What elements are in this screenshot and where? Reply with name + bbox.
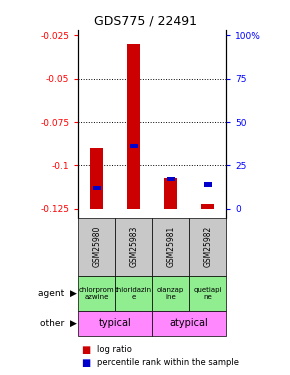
Text: GDS775 / 22491: GDS775 / 22491 bbox=[93, 15, 197, 28]
Text: ■: ■ bbox=[81, 358, 90, 368]
Bar bbox=[164, 178, 177, 209]
Text: GSM25980: GSM25980 bbox=[92, 226, 101, 267]
Bar bbox=[167, 177, 175, 182]
Text: atypical: atypical bbox=[170, 318, 209, 328]
Text: GSM25983: GSM25983 bbox=[129, 226, 138, 267]
Text: other  ▶: other ▶ bbox=[40, 319, 77, 328]
Text: percentile rank within the sample: percentile rank within the sample bbox=[97, 358, 239, 367]
Text: quetiapi
ne: quetiapi ne bbox=[193, 287, 222, 300]
Bar bbox=[204, 182, 212, 187]
Bar bbox=[201, 204, 214, 209]
Text: typical: typical bbox=[99, 318, 132, 328]
Text: GSM25981: GSM25981 bbox=[166, 226, 175, 267]
Text: log ratio: log ratio bbox=[97, 345, 132, 354]
Text: GSM25982: GSM25982 bbox=[203, 226, 212, 267]
Bar bbox=[90, 148, 103, 209]
Text: olanzap
ine: olanzap ine bbox=[157, 287, 184, 300]
Text: agent  ▶: agent ▶ bbox=[38, 289, 77, 298]
Bar bbox=[130, 144, 138, 148]
Text: ■: ■ bbox=[81, 345, 90, 355]
Text: chlorprom
azwine: chlorprom azwine bbox=[79, 287, 115, 300]
Bar bbox=[93, 186, 101, 190]
Bar bbox=[127, 44, 140, 209]
Text: thioridazin
e: thioridazin e bbox=[115, 287, 152, 300]
